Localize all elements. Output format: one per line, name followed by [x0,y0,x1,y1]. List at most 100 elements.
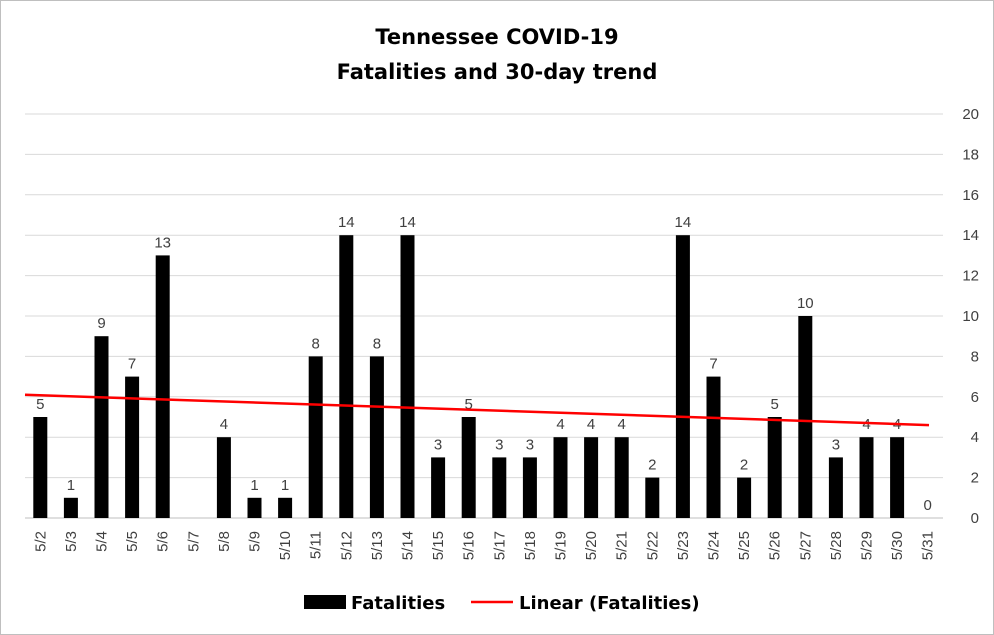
data-label: 4 [862,416,870,433]
x-tick-label: 5/4 [94,531,111,552]
bar [278,497,293,518]
data-label: 3 [495,436,503,453]
x-tick-label: 5/9 [247,531,264,552]
data-label: 1 [281,477,289,494]
x-tick-label: 5/5 [124,531,141,552]
data-label: 7 [709,356,717,373]
data-label: 3 [832,436,840,453]
x-tick-label: 5/17 [491,531,508,560]
x-tick-label: 5/19 [553,531,570,560]
data-label: 7 [128,356,136,373]
bar [94,336,109,518]
data-label: 9 [97,315,105,332]
x-tick-label: 5/25 [736,531,753,560]
y-axis-ticks: 0 2 4 6 8 10 12 14 16 18 20 [962,106,979,527]
x-tick-label: 5/10 [277,531,294,560]
data-label: 4 [556,416,564,433]
x-tick-label: 5/28 [828,531,845,560]
y-tick-label: 0 [971,510,979,527]
x-tick-label: 5/14 [400,531,417,560]
bar [614,437,629,518]
x-tick-label: 5/27 [797,531,814,560]
bar [798,316,813,518]
bar [737,477,752,518]
legend-swatch-fatalities [304,595,346,609]
x-tick-label: 5/15 [430,531,447,560]
bar [63,497,78,518]
data-label: 1 [250,477,258,494]
bar [339,235,354,518]
chart-title-line-1: Tennessee COVID-19 [375,25,618,49]
x-tick-label: 5/6 [155,531,172,552]
data-label: 4 [618,416,626,433]
data-label: 4 [220,416,228,433]
x-tick-label: 5/23 [675,531,692,560]
x-tick-label: 5/26 [767,531,784,560]
chart-title-line-2: Fatalities and 30-day trend [337,60,658,84]
data-label: 5 [465,396,473,413]
x-tick-label: 5/30 [889,531,906,560]
data-label: 13 [154,234,171,251]
bar [859,437,874,518]
bar [522,457,537,518]
x-tick-label: 5/13 [369,531,386,560]
data-label: 8 [312,335,320,352]
bar [400,235,415,518]
bar [553,437,568,518]
gridlines [25,113,943,519]
trendline-group [24,393,930,427]
x-tick-label: 5/12 [338,531,355,560]
legend-label-fatalities: Fatalities [351,593,445,614]
y-tick-label: 8 [971,348,979,365]
data-label: 2 [648,457,656,474]
bar [155,255,170,518]
bar [216,437,231,518]
y-tick-label: 16 [962,187,979,204]
bar [706,376,721,518]
y-tick-label: 12 [962,268,979,285]
data-label: 1 [67,477,75,494]
y-tick-label: 4 [971,429,979,446]
data-label: 8 [373,335,381,352]
x-tick-label: 5/31 [920,531,937,560]
y-tick-label: 6 [971,389,979,406]
y-tick-label: 18 [962,146,979,163]
y-tick-label: 14 [962,227,979,244]
data-label: 14 [675,214,692,231]
bars-series-fatalities [33,235,905,518]
bar [584,437,599,518]
data-label: 5 [771,396,779,413]
bar [369,356,384,518]
bar [767,417,782,518]
y-tick-label: 10 [962,308,979,325]
data-label: 3 [526,436,534,453]
data-label: 10 [797,295,814,312]
data-label: 14 [338,214,355,231]
legend-label-trendline: Linear (Fatalities) [519,593,700,614]
legend: Fatalities Linear (Fatalities) [304,593,700,614]
data-label: 2 [740,457,748,474]
bar [645,477,660,518]
x-tick-label: 5/8 [216,531,233,552]
x-tick-label: 5/21 [614,531,631,560]
data-label: 4 [587,416,595,433]
x-tick-label: 5/24 [706,531,723,560]
bar [890,437,905,518]
x-tick-label: 5/20 [583,531,600,560]
bar [461,417,476,518]
y-tick-label: 2 [971,470,979,487]
x-tick-label: 5/7 [185,531,202,552]
x-tick-label: 5/2 [32,531,49,552]
bar [308,356,323,518]
x-tick-label: 5/3 [63,531,80,552]
data-label: 3 [434,436,442,453]
data-label: 0 [924,497,932,514]
data-labels: 5197134118148143533444214725103440 [36,214,932,514]
bar [492,457,507,518]
trendline [24,393,930,427]
data-label: 14 [399,214,416,231]
x-axis-ticks: 5/2 5/3 5/4 5/5 5/6 5/7 5/8 5/9 5/10 5/11 5/12 5/13… [32,531,936,560]
bar [33,417,48,518]
